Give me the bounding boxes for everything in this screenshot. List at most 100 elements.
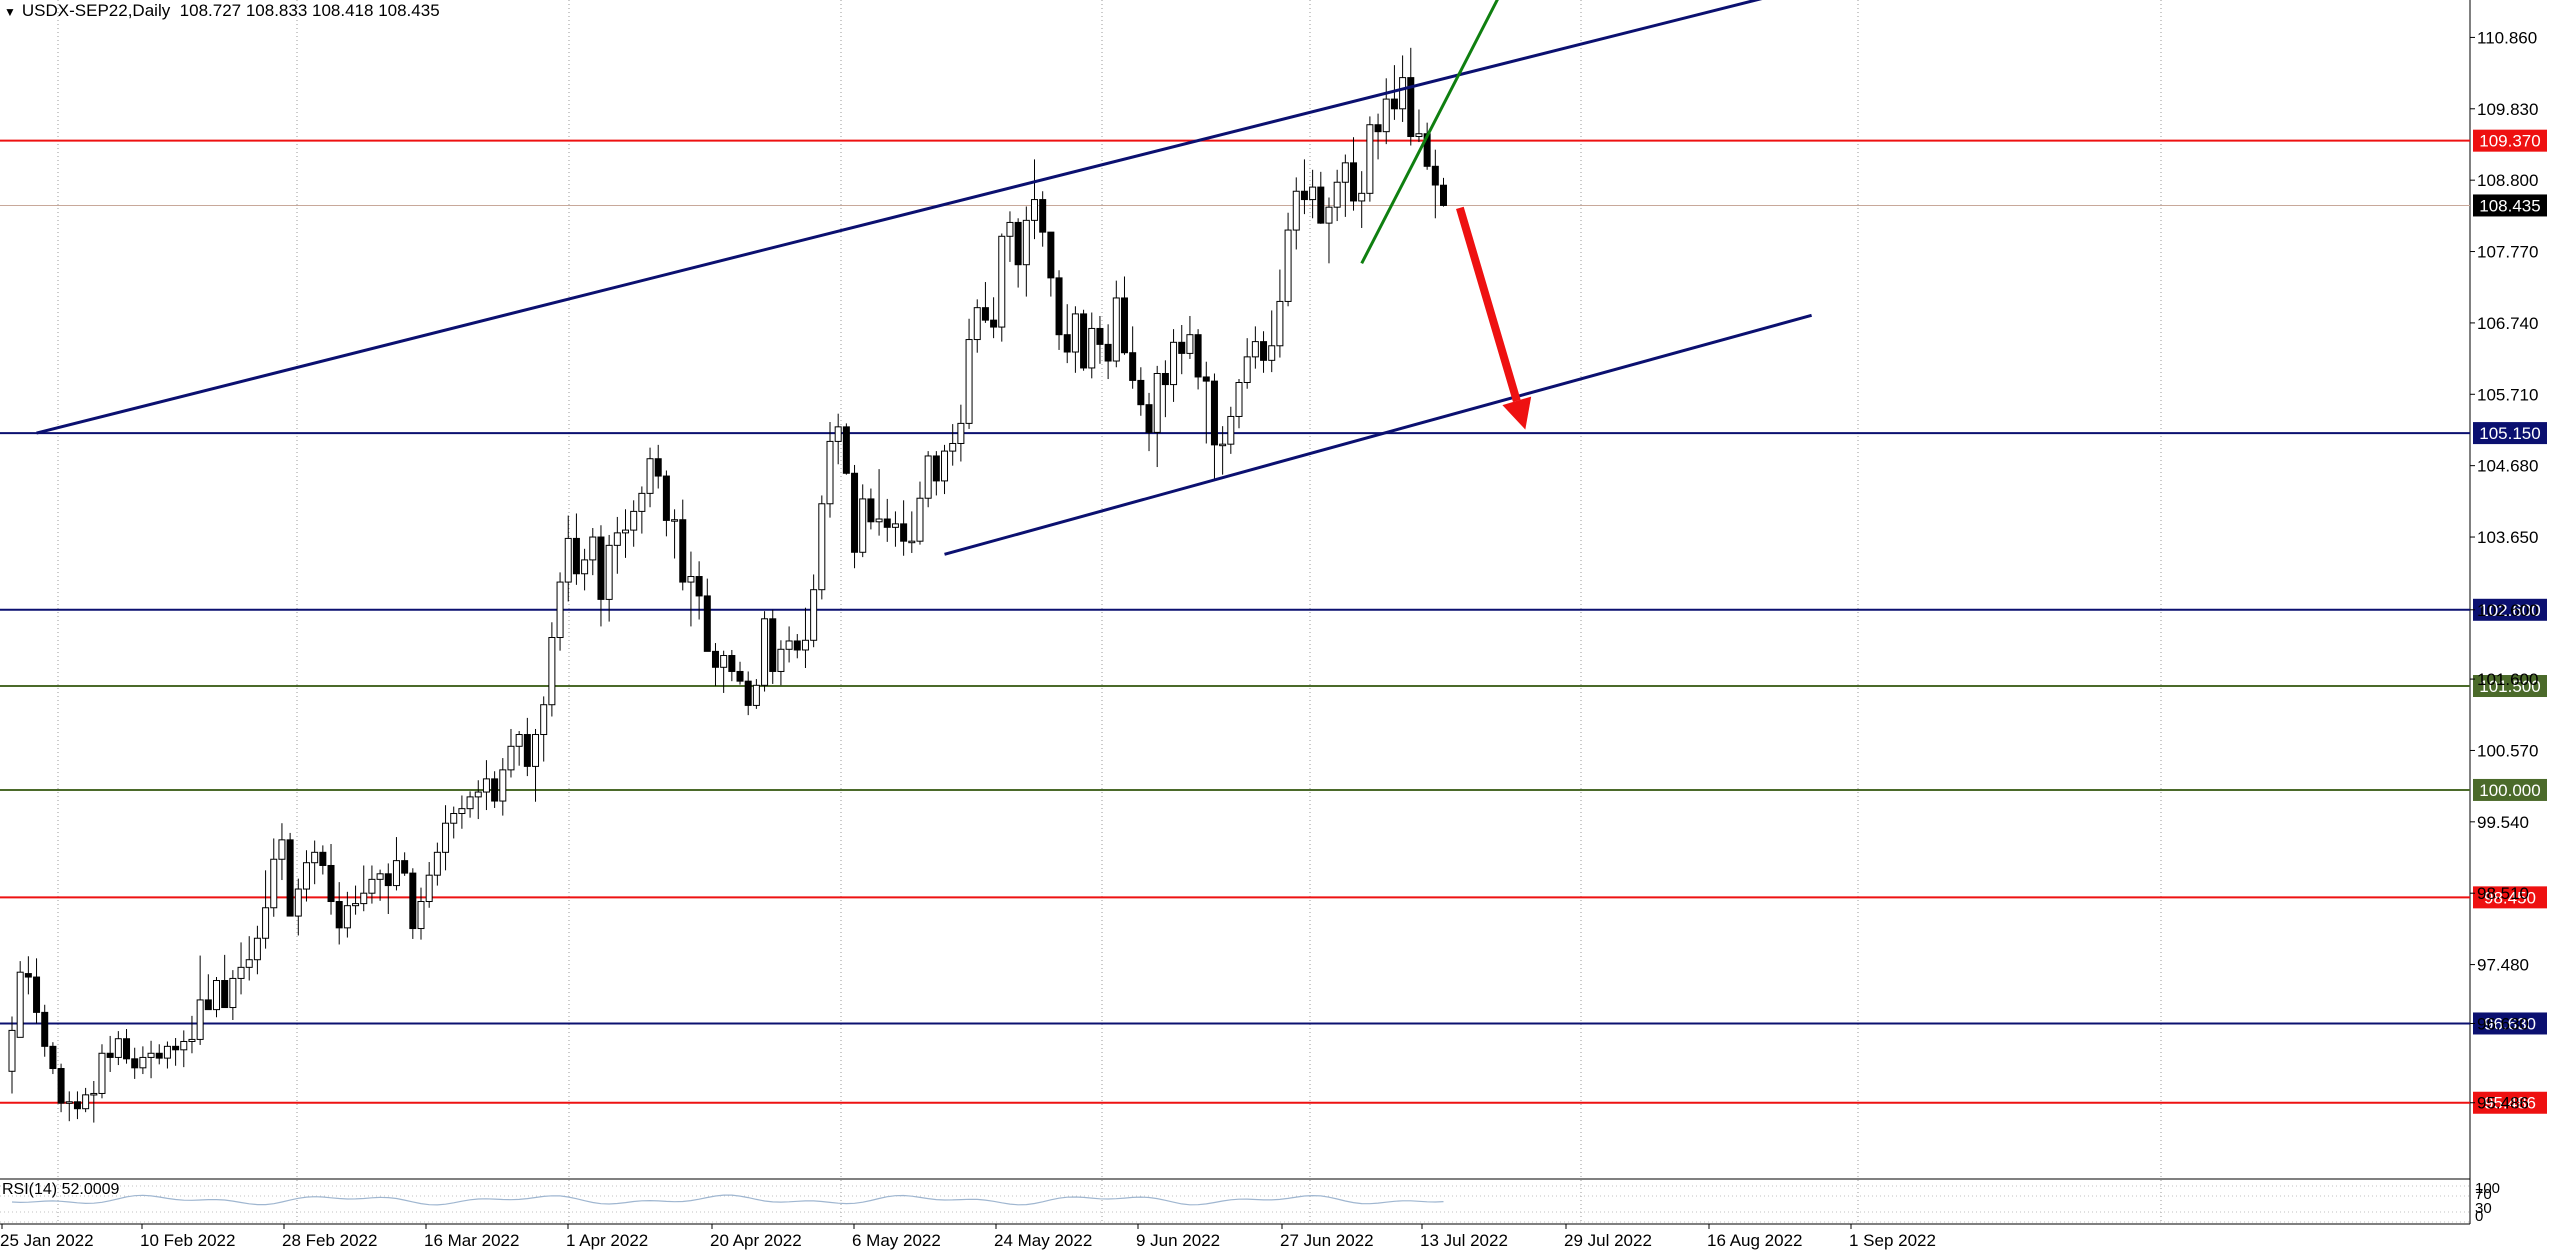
price-axis: 110.860 109.830 108.800 107.770 106.740 105.7… — [2470, 28, 2538, 1113]
candle-body — [1407, 77, 1415, 138]
candle — [33, 958, 41, 1024]
candle-body — [1325, 206, 1333, 224]
candle — [302, 850, 310, 902]
candle-body — [556, 581, 564, 639]
candle-body — [1399, 77, 1407, 110]
y-tick-label: 96.630 — [2477, 1014, 2529, 1033]
candle — [507, 728, 515, 778]
y-tick-label: 98.510 — [2477, 884, 2529, 903]
candle-body — [417, 901, 425, 930]
candle-body — [1178, 341, 1186, 354]
candle — [1325, 197, 1333, 264]
x-tick-label: 16 Aug 2022 — [1707, 1231, 1802, 1250]
candle-body — [761, 618, 769, 686]
candle-body — [564, 537, 572, 583]
candle — [900, 500, 908, 556]
candle-body — [589, 536, 597, 561]
triangle-down-icon[interactable]: ▼ — [4, 5, 16, 19]
candle — [1333, 169, 1341, 222]
candle — [98, 1044, 106, 1099]
candle — [630, 500, 638, 547]
candle-body — [131, 1058, 139, 1069]
level-price-box — [2473, 129, 2547, 152]
candle-body — [1382, 98, 1390, 133]
candle — [163, 1041, 171, 1069]
candle-body — [1276, 300, 1284, 347]
candle-body — [1096, 327, 1104, 345]
candle — [1039, 191, 1047, 247]
candle-body — [1071, 313, 1079, 353]
candle — [1112, 280, 1120, 368]
candle — [605, 534, 613, 622]
candle — [278, 823, 286, 881]
candle-body — [891, 523, 899, 528]
candle — [41, 1004, 49, 1057]
level-price-box — [2473, 778, 2547, 801]
candle — [1145, 392, 1153, 452]
candle-body — [278, 839, 286, 860]
candle — [728, 649, 736, 682]
time-axis: 25 Jan 2022 10 Feb 2022 28 Feb 2022 16 Mar … — [0, 1224, 1936, 1250]
candle — [679, 499, 687, 591]
candle — [1284, 212, 1292, 307]
candle-body — [1268, 345, 1276, 361]
chart-header: ▼ USDX-SEP22,Daily 108.727 108.833 108.41… — [0, 0, 440, 22]
candle-body — [597, 536, 605, 600]
candle-body — [106, 1052, 114, 1058]
candle-body — [785, 640, 793, 650]
candle — [123, 1029, 131, 1064]
candle-body — [981, 307, 989, 321]
candle-body — [572, 537, 580, 575]
candle-body — [180, 1040, 188, 1051]
candle — [695, 561, 703, 620]
candle-body — [728, 655, 736, 672]
candle-body — [581, 559, 589, 575]
candle — [1358, 171, 1366, 228]
candle-body — [384, 873, 392, 887]
candle — [908, 511, 916, 553]
candle-body — [33, 976, 41, 1013]
candle-body — [1390, 98, 1398, 110]
candle — [262, 870, 270, 949]
candle-body — [1219, 443, 1227, 447]
candle — [1129, 326, 1137, 389]
candle-body — [990, 319, 998, 328]
candle — [589, 528, 597, 576]
candle — [842, 423, 850, 475]
candle-body — [957, 422, 965, 444]
candle-body — [695, 576, 703, 597]
candle — [957, 404, 965, 462]
candle-body — [826, 440, 834, 505]
candle-body — [57, 1068, 65, 1104]
candle — [638, 486, 646, 534]
candle-body — [1063, 334, 1071, 353]
candle-body — [466, 796, 474, 810]
candle — [425, 862, 433, 908]
candle — [1063, 304, 1071, 364]
candle — [720, 650, 728, 693]
candle — [646, 447, 654, 508]
candle — [515, 731, 523, 766]
candle — [229, 970, 237, 1021]
rsi-label: RSI(14) 52.0009 — [2, 1181, 120, 1198]
candle-body — [1440, 184, 1447, 206]
candle — [736, 661, 744, 685]
candle — [1251, 326, 1259, 369]
x-tick-label: 20 Apr 2022 — [710, 1231, 802, 1250]
candle — [204, 974, 212, 1011]
candle-body — [638, 492, 646, 512]
candle — [1268, 310, 1276, 373]
candle — [810, 574, 818, 648]
candle-body — [834, 426, 842, 442]
candle-body — [409, 872, 417, 930]
short-uptrend — [1360, 0, 1499, 265]
candle — [8, 1016, 16, 1094]
candle-body — [98, 1052, 106, 1094]
candle-body — [630, 510, 638, 531]
candle — [245, 936, 253, 981]
candle-body — [65, 1101, 73, 1104]
candle — [352, 885, 360, 915]
candle — [1120, 276, 1128, 355]
